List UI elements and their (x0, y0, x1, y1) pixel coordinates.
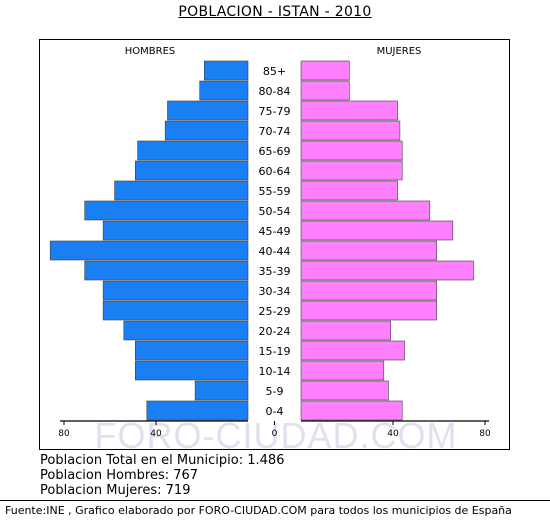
bar-hombres-45-49 (102, 220, 249, 241)
bar-hombres-20-24 (123, 320, 249, 341)
age-label: 15-19 (259, 345, 291, 358)
bar-mujeres-75-79 (300, 100, 398, 121)
x-tick-label: 40 (150, 429, 162, 439)
bar-mujeres-60-64 (300, 160, 403, 181)
bar-hombres-40-44 (49, 240, 249, 261)
x-tick-label: 40 (387, 429, 399, 439)
age-label: 45-49 (259, 225, 291, 238)
age-label: 40-44 (259, 245, 291, 258)
source-footer: Fuente:INE , Grafico elaborado por FORO-… (0, 500, 550, 520)
bar-hombres-0-4 (146, 400, 249, 421)
age-label: 70-74 (259, 125, 291, 138)
bar-mujeres-65-69 (300, 140, 403, 161)
age-label: 5-9 (266, 385, 284, 398)
hombres-label: HOMBRES (125, 46, 176, 57)
bar-mujeres-15-19 (300, 340, 405, 361)
x-tick-label: 80 (479, 429, 491, 439)
age-label: 0-4 (266, 405, 284, 418)
population-pyramid: FORO-CIUDAD.COM HOMBRES MUJERES 85+80-84… (49, 46, 491, 449)
chart-title: POBLACION - ISTAN - 2010 (178, 4, 372, 20)
age-label: 80-84 (259, 85, 291, 98)
bar-hombres-10-14 (135, 360, 249, 381)
bar-mujeres-55-59 (300, 180, 398, 201)
bar-hombres-75-79 (167, 100, 249, 121)
bar-mujeres-85+ (300, 60, 350, 81)
age-label: 75-79 (259, 105, 291, 118)
bar-hombres-55-59 (114, 180, 249, 201)
x-tick-label: 0 (272, 429, 278, 439)
bar-hombres-35-39 (84, 260, 249, 281)
bar-mujeres-35-39 (300, 260, 474, 281)
stat-total: Poblacion Total en el Municipio: 1.486 (40, 453, 285, 468)
bar-mujeres-0-4 (300, 400, 403, 421)
stat-mujeres: Poblacion Mujeres: 719 (40, 483, 191, 498)
mujeres-label: MUJERES (377, 46, 422, 57)
age-label: 30-34 (259, 285, 291, 298)
bar-hombres-15-19 (135, 340, 249, 361)
age-label: 85+ (263, 65, 286, 78)
bar-hombres-5-9 (194, 380, 249, 401)
age-label: 55-59 (259, 185, 291, 198)
bar-hombres-30-34 (102, 280, 249, 301)
bar-mujeres-50-54 (300, 200, 431, 221)
bar-hombres-65-69 (137, 140, 249, 161)
bar-mujeres-40-44 (300, 240, 437, 261)
bar-hombres-50-54 (84, 200, 249, 221)
age-label: 60-64 (259, 165, 291, 178)
bar-hombres-60-64 (135, 160, 249, 181)
age-label: 10-14 (259, 365, 291, 378)
age-label: 25-29 (259, 305, 291, 318)
bar-mujeres-70-74 (300, 120, 401, 141)
stat-hombres: Poblacion Hombres: 767 (40, 468, 199, 483)
chart-frame: FORO-CIUDAD.COM HOMBRES MUJERES 85+ 80-84… (39, 39, 510, 450)
age-label: 20-24 (259, 325, 291, 338)
bar-mujeres-25-29 (300, 300, 437, 321)
age-label: 35-39 (259, 265, 291, 278)
bar-hombres-85+ (204, 60, 249, 81)
bar-mujeres-80-84 (300, 80, 350, 101)
x-tick-label: 80 (58, 429, 70, 439)
bar-hombres-70-74 (164, 120, 249, 141)
age-label: 65-69 (259, 145, 291, 158)
bar-mujeres-30-34 (300, 280, 437, 301)
bar-mujeres-10-14 (300, 360, 385, 381)
bar-mujeres-20-24 (300, 320, 391, 341)
bar-mujeres-5-9 (300, 380, 389, 401)
bar-hombres-80-84 (199, 80, 249, 101)
age-label: 50-54 (259, 205, 291, 218)
bar-hombres-25-29 (102, 300, 249, 321)
bar-mujeres-45-49 (300, 220, 454, 241)
